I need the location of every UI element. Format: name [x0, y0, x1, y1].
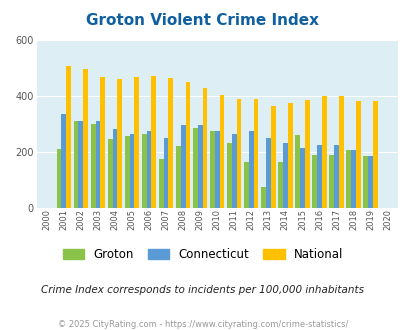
Bar	[321, 96, 326, 208]
Bar	[294, 135, 299, 208]
Bar	[95, 121, 100, 208]
Bar	[282, 144, 287, 208]
Bar	[214, 131, 219, 208]
Bar	[231, 134, 236, 208]
Text: © 2025 CityRating.com - https://www.cityrating.com/crime-statistics/: © 2025 CityRating.com - https://www.city…	[58, 320, 347, 329]
Bar	[100, 77, 105, 208]
Text: Groton Violent Crime Index: Groton Violent Crime Index	[86, 13, 319, 28]
Bar	[260, 187, 265, 208]
Bar	[134, 77, 139, 208]
Bar	[180, 125, 185, 208]
Bar	[362, 156, 367, 208]
Bar	[219, 95, 224, 208]
Bar	[287, 103, 292, 208]
Bar	[158, 159, 163, 208]
Bar	[253, 99, 258, 208]
Bar	[83, 69, 88, 208]
Bar	[202, 88, 207, 208]
Bar	[350, 149, 355, 208]
Bar	[209, 131, 214, 208]
Bar	[151, 76, 156, 208]
Legend: Groton, Connecticut, National: Groton, Connecticut, National	[62, 248, 343, 261]
Bar	[345, 150, 350, 208]
Bar	[129, 134, 134, 208]
Bar	[265, 138, 270, 208]
Bar	[57, 149, 61, 208]
Bar	[236, 99, 241, 208]
Text: Crime Index corresponds to incidents per 100,000 inhabitants: Crime Index corresponds to incidents per…	[41, 285, 364, 295]
Bar	[328, 154, 333, 208]
Bar	[316, 145, 321, 208]
Bar	[185, 82, 190, 208]
Bar	[74, 121, 78, 208]
Bar	[367, 156, 372, 208]
Bar	[168, 78, 173, 208]
Bar	[248, 131, 253, 208]
Bar	[243, 162, 248, 208]
Bar	[304, 100, 309, 208]
Bar	[270, 106, 275, 208]
Bar	[333, 145, 338, 208]
Bar	[192, 128, 197, 208]
Bar	[117, 79, 122, 208]
Bar	[338, 96, 343, 208]
Bar	[175, 146, 180, 208]
Bar	[163, 138, 168, 208]
Bar	[197, 125, 202, 208]
Bar	[311, 154, 316, 208]
Bar	[107, 139, 112, 208]
Bar	[355, 101, 360, 208]
Bar	[299, 148, 304, 208]
Bar	[277, 162, 282, 208]
Bar	[90, 124, 95, 208]
Bar	[372, 101, 377, 208]
Bar	[146, 131, 151, 208]
Bar	[61, 114, 66, 208]
Bar	[78, 121, 83, 208]
Bar	[226, 144, 231, 208]
Bar	[112, 129, 117, 208]
Bar	[124, 136, 129, 208]
Bar	[66, 66, 71, 208]
Bar	[141, 134, 146, 208]
